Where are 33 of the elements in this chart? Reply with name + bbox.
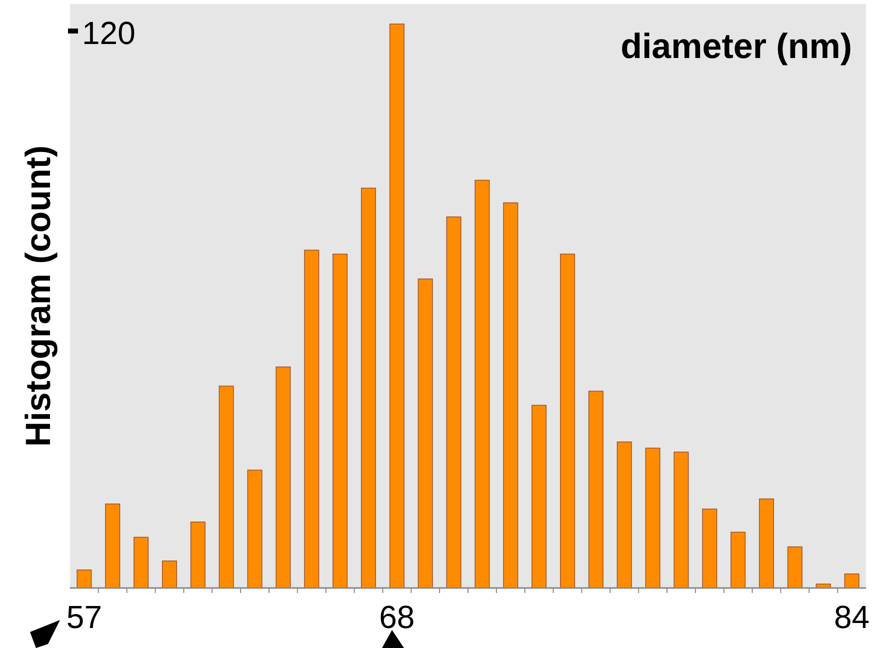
bar [674,452,689,588]
y-axis-title: Histogram (count) [19,145,58,447]
bar [503,202,518,588]
x-tick-label: 84 [834,599,870,635]
bar [446,216,462,588]
bar [218,386,234,588]
annotation: 120 [82,15,136,51]
bar [616,442,632,588]
bar [134,536,149,588]
bar [730,532,746,588]
bar [532,404,547,588]
bar [76,570,92,588]
bar [787,546,802,588]
x-axis-title: diameter (nm) [620,27,852,66]
bar [162,560,178,588]
bar [474,180,490,588]
bar [105,504,120,588]
bar [332,254,348,588]
x-tick-label: 57 [66,599,102,635]
bar [304,250,320,588]
x-tick-label: 68 [379,599,415,635]
bar [418,278,433,588]
bar [190,522,206,588]
bar [702,508,718,588]
bar [276,366,291,588]
bar [844,574,860,588]
bar [389,24,404,588]
bar [588,390,604,588]
bar [645,448,660,588]
bar [360,188,376,588]
bar [758,498,774,588]
bar [560,254,576,588]
bar [247,470,262,588]
